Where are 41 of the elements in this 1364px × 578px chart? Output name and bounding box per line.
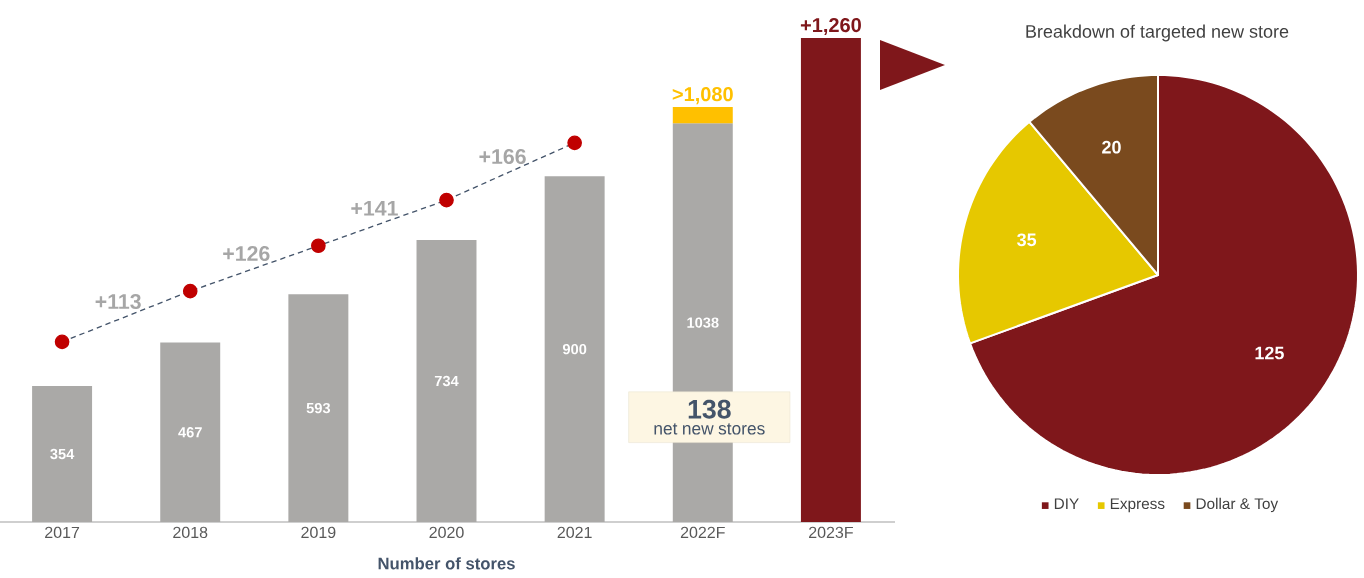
x-tick-label: 2023F — [809, 526, 853, 539]
bar — [672, 107, 733, 124]
data-label: +1,260 — [800, 17, 861, 36]
data-label: 125 — [1255, 346, 1284, 360]
x-tick-label: 2022F — [680, 526, 725, 539]
point — [182, 283, 198, 299]
point — [439, 192, 454, 208]
x-tick-label: 2021 — [557, 526, 592, 539]
data-label: 467 — [178, 427, 202, 438]
data-label: 354 — [50, 448, 75, 460]
data-label: 1038 — [687, 317, 719, 328]
legend-label: DIY — [1054, 498, 1079, 509]
annotation: +166 — [479, 148, 526, 165]
x-axis-title: Number of stores — [378, 557, 515, 570]
data-label: >1,080 — [672, 87, 733, 105]
point — [567, 135, 582, 151]
data-label: 35 — [1017, 233, 1037, 247]
bar — [800, 37, 861, 522]
data-label: 734 — [434, 375, 459, 387]
bar — [288, 294, 349, 522]
legend-label: Dollar & Toy — [1196, 497, 1279, 513]
bar — [544, 176, 605, 522]
annotation: +126 — [223, 245, 270, 262]
x-tick-label: 2020 — [429, 526, 464, 539]
annotation: net new stores — [654, 423, 765, 435]
bar — [160, 342, 221, 522]
x-tick-label: 2018 — [173, 526, 208, 539]
chart-title: Breakdown of targeted new store — [1026, 24, 1289, 42]
x-tick-label: 2019 — [301, 526, 336, 539]
bar — [32, 386, 93, 522]
annotation: +141 — [351, 200, 398, 216]
point — [311, 238, 326, 254]
annotation: +113 — [95, 293, 141, 310]
legend-label: Express — [1110, 498, 1165, 513]
data-label: 593 — [306, 402, 331, 414]
point — [54, 334, 70, 350]
bar — [416, 240, 477, 522]
data-label: 20 — [1102, 140, 1121, 154]
data-label: 900 — [562, 343, 587, 355]
x-tick-label: 2017 — [45, 526, 80, 539]
annotation: 138 — [688, 399, 731, 419]
